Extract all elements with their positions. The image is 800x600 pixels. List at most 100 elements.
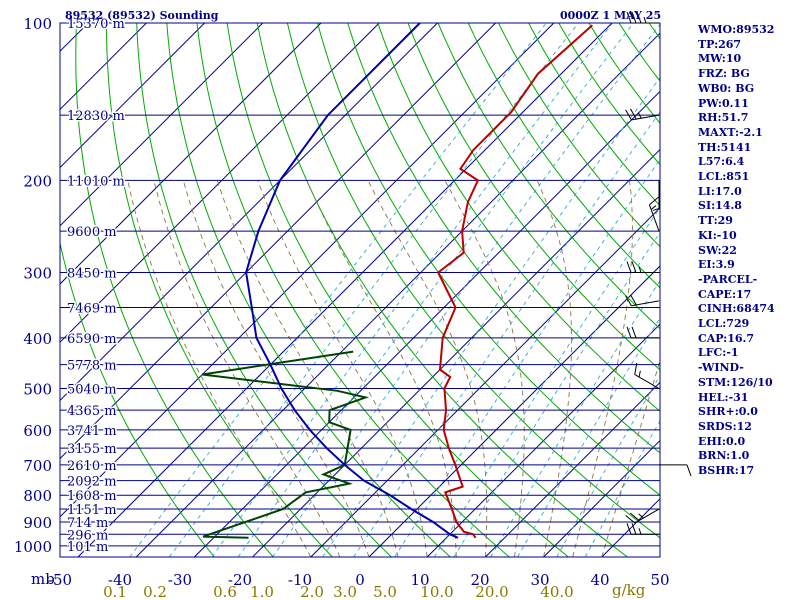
wind-barb-flag: [686, 464, 692, 477]
pressure-tick-label: 700: [23, 457, 52, 475]
mixing-ratio-tick-label: 3.0: [333, 583, 357, 600]
height-label: 9600 m: [67, 225, 117, 240]
sounding-index-item: CAP:16.7: [698, 331, 755, 345]
wind-barb-flag: [629, 512, 640, 521]
sounding-index-item: MAXT:-2.1: [698, 125, 763, 139]
temperature-tick-label: -40: [108, 571, 132, 589]
temperature-tick-label: -50: [48, 571, 72, 589]
height-label: 5040 m: [67, 383, 117, 398]
height-label: 12830 m: [67, 109, 125, 124]
mixing-ratio-line: [353, 111, 660, 558]
sounding-index-item: TT:29: [698, 214, 733, 228]
sounding-index-item: EI:3.9: [698, 258, 735, 272]
parcel-profile-line: [245, 22, 459, 539]
wind-barb: [626, 523, 659, 535]
dry-adiabat-line: [377, 22, 660, 412]
mixing-ratio-tick-label: 5.0: [373, 583, 397, 600]
mixing-ratio-line: [394, 158, 660, 558]
pressure-tick-label: 500: [23, 381, 52, 399]
mixing-ratio-line: [490, 279, 660, 558]
pressure-tick-label: 800: [23, 487, 52, 505]
isotherm-line: [60, 22, 264, 227]
height-label: 2092 m: [67, 475, 117, 490]
isotherm-line: [60, 22, 438, 402]
mixing-ratio-line: [453, 231, 660, 558]
moist-adiabat-line: [216, 180, 399, 558]
dry-adiabat-line: [558, 22, 660, 166]
height-label: 1151 m: [67, 503, 117, 518]
mixing-ratio-line: [237, 22, 634, 558]
dry-adiabat-line: [226, 22, 569, 558]
wind-barb-flag: [630, 108, 637, 120]
pressure-tick-label: 100: [23, 15, 52, 33]
sounding-index-item: SW:22: [698, 243, 737, 257]
wind-barb-half-flag: [638, 370, 641, 378]
dry-adiabat-line: [166, 22, 451, 558]
mixing-ratio-line: [211, 22, 613, 558]
height-label: 3155 m: [67, 442, 117, 457]
wind-barb-staff: [634, 374, 660, 389]
mixing-ratio-tick-label: 0.2: [143, 583, 167, 600]
wind-barb-half-flag: [638, 513, 644, 519]
sounding-index-item: EHI:0.0: [698, 434, 746, 448]
indices-panel: WMO:89532 TP:267 MW:10 FRZ: BG WB0: BG PW:0.1…: [698, 23, 798, 479]
wind-barb-flag: [636, 11, 642, 24]
wind-barb-flag: [631, 523, 637, 535]
dry-adiabat-line: [106, 22, 333, 558]
wind-barb-flag: [630, 294, 637, 306]
moist-adiabat-line: [444, 180, 525, 558]
mixing-ratio-unit-label: g/kg: [612, 581, 646, 599]
sounding-index-item: CINH:68474: [698, 302, 775, 316]
sounding-index-item: RH:51.7: [698, 111, 749, 125]
isotherm-line: [0, 23, 30, 557]
wind-barb-flag: [631, 11, 637, 24]
temperature-tick-label: 40: [590, 571, 609, 589]
wind-barb: [652, 180, 660, 211]
wind-barb-half-flag: [638, 528, 642, 535]
height-label: 101 m: [67, 540, 108, 555]
sounding-index-item: STM:126/10: [698, 375, 773, 389]
mixing-ratio-tick-label: 40.0: [540, 583, 573, 600]
dry-adiabat-line: [196, 22, 510, 558]
sounding-index-item: TP:267: [698, 37, 742, 51]
temperature-tick-label: 30: [530, 571, 549, 589]
wind-barb: [634, 362, 660, 389]
dry-adiabat-line: [317, 22, 660, 496]
wind-barb: [648, 196, 660, 232]
sounding-index-item: HEL:-31: [698, 390, 749, 404]
sounding-index-item: SRDS:12: [698, 419, 752, 433]
isotherm-line: [135, 32, 660, 558]
wind-barb-half-flag: [643, 16, 647, 24]
temperature-tick-label: -10: [288, 571, 312, 589]
mixing-ratio-tick-label: 0.1: [103, 583, 127, 600]
sounding-index-item: KI:-10: [698, 228, 737, 242]
pressure-unit-label: mb: [31, 570, 55, 588]
height-label: 8450 m: [67, 266, 117, 281]
height-label: 1608 m: [67, 489, 117, 504]
plot-frame: [59, 22, 661, 558]
isotherm-line: [60, 22, 380, 343]
moist-adiabat-line: [127, 180, 312, 558]
wind-barb-flag: [649, 196, 659, 206]
wind-barb-flag: [634, 362, 638, 375]
sounding-index-item: LCL:851: [698, 170, 750, 184]
height-label: 296 m: [67, 528, 108, 543]
height-label: 4365 m: [67, 404, 117, 419]
mixing-ratio-line: [129, 22, 547, 558]
sounding-index-item: LFC:-1: [698, 346, 739, 360]
sounding-index-item: -PARCEL-: [698, 272, 758, 286]
isotherm-line: [60, 22, 496, 460]
isotherm-line: [60, 22, 322, 285]
pressure-tick-label: 1000: [14, 538, 52, 556]
mixing-ratio-tick-label: 20.0: [475, 583, 508, 600]
pressure-tick-label: 400: [23, 330, 52, 348]
dry-adiabat-line: [437, 22, 660, 330]
sounding-index-item: BRN:1.0: [698, 449, 750, 463]
wind-barb: [625, 508, 660, 524]
wind-barb-half-flag: [652, 207, 660, 211]
wind-barb-staff: [634, 508, 660, 524]
height-label: 6590 m: [67, 332, 117, 347]
sounding-index-item: TH:5141: [698, 140, 752, 154]
dry-adiabat-line: [497, 22, 660, 248]
